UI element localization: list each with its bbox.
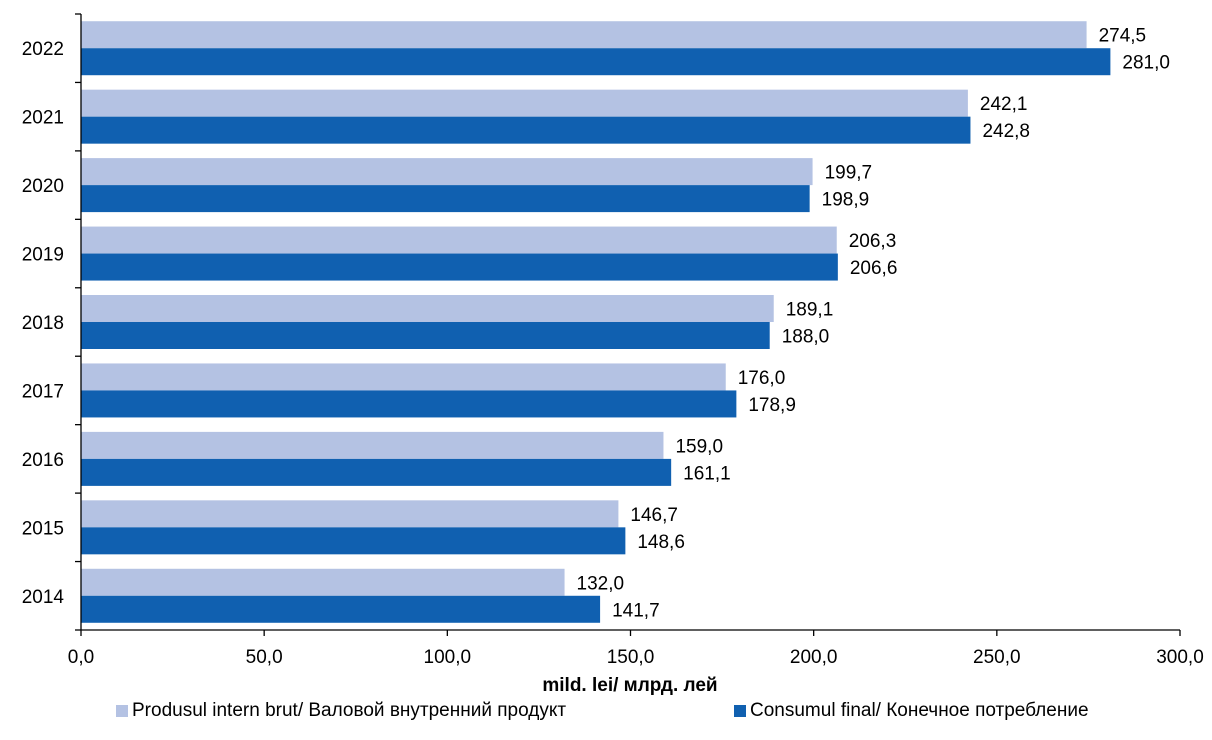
bars-group xyxy=(81,21,1111,623)
data-label-final-consumption-2018: 188,0 xyxy=(782,327,830,348)
legend-swatch-gdp xyxy=(116,705,128,717)
data-label-gdp-2016: 159,0 xyxy=(675,436,723,457)
bar-gdp-2015 xyxy=(81,500,619,528)
bar-gdp-2021 xyxy=(81,89,968,117)
x-tick-label-0: 0,0 xyxy=(68,647,94,668)
bar-final-consumption-2022 xyxy=(81,48,1111,76)
bar-final-consumption-2017 xyxy=(81,390,737,418)
data-label-final-consumption-2021: 242,8 xyxy=(982,121,1030,142)
x-tick-label-200: 200,0 xyxy=(790,647,838,668)
data-label-final-consumption-2020: 198,9 xyxy=(822,190,870,211)
data-label-final-consumption-2016: 161,1 xyxy=(683,463,731,484)
legend-label-gdp: Produsul intern brut/ Валовой внутренний… xyxy=(132,700,567,721)
data-label-gdp-2022: 274,5 xyxy=(1099,26,1147,47)
bar-final-consumption-2021 xyxy=(81,116,971,144)
y-tick-label-2014: 2014 xyxy=(22,587,65,608)
bar-gdp-2020 xyxy=(81,158,813,186)
data-labels-group: 132,0 141,7 146,7 148,6 159,0 161,1 176,0 178,9… xyxy=(577,26,1170,622)
data-label-gdp-2017: 176,0 xyxy=(738,368,786,389)
data-label-gdp-2020: 199,7 xyxy=(825,163,873,184)
bar-final-consumption-2019 xyxy=(81,253,838,281)
bar-final-consumption-2020 xyxy=(81,185,810,213)
y-tick-label-2015: 2015 xyxy=(22,518,64,539)
data-label-gdp-2014: 132,0 xyxy=(577,573,625,594)
x-tick-label-250: 250,0 xyxy=(973,647,1021,668)
data-label-gdp-2015: 146,7 xyxy=(630,505,678,526)
data-label-final-consumption-2017: 178,9 xyxy=(748,395,796,416)
y-tick-label-2017: 2017 xyxy=(22,381,64,402)
bar-gdp-2016 xyxy=(81,431,664,459)
y-tick-label-2019: 2019 xyxy=(22,245,64,266)
data-label-gdp-2018: 189,1 xyxy=(786,300,834,321)
legend: Produsul intern brut/ Валовой внутренний… xyxy=(0,700,1212,734)
legend-item-gdp: Produsul intern brut/ Валовой внутренний… xyxy=(116,700,566,722)
y-tick-label-2016: 2016 xyxy=(22,450,64,471)
data-label-gdp-2021: 242,1 xyxy=(980,94,1028,115)
x-tick-label-50: 50,0 xyxy=(246,647,283,668)
data-label-final-consumption-2022: 281,0 xyxy=(1122,53,1170,74)
bar-gdp-2017 xyxy=(81,363,726,391)
data-label-final-consumption-2019: 206,6 xyxy=(850,258,898,279)
data-label-final-consumption-2015: 148,6 xyxy=(637,532,685,553)
bar-gdp-2019 xyxy=(81,226,837,254)
data-label-final-consumption-2014: 141,7 xyxy=(612,600,660,621)
bar-chart: 2014 2015 2016 2017 2018 2019 2020 2021 2022 0,0 5… xyxy=(22,13,1204,696)
x-axis-label: mild. lei/ млрд. лей xyxy=(542,675,717,696)
axes-group: 2014 2015 2016 2017 2018 2019 2020 2021 2022 0,0 5… xyxy=(22,13,1204,668)
y-tick-label-2021: 2021 xyxy=(22,108,64,129)
y-tick-label-2022: 2022 xyxy=(22,39,64,60)
bar-final-consumption-2018 xyxy=(81,322,770,349)
x-tick-label-150: 150,0 xyxy=(607,647,655,668)
bar-gdp-2022 xyxy=(81,21,1087,49)
bar-gdp-2014 xyxy=(81,568,565,596)
bar-final-consumption-2015 xyxy=(81,527,626,555)
bar-final-consumption-2016 xyxy=(81,458,672,486)
legend-item-final-consumption: Consumul final/ Конечное потребление xyxy=(734,700,1089,722)
legend-swatch-final-consumption xyxy=(734,705,746,717)
y-tick-label-2020: 2020 xyxy=(22,176,64,197)
legend-label-final-consumption: Consumul final/ Конечное потребление xyxy=(750,700,1089,721)
x-tick-label-300: 300,0 xyxy=(1156,647,1204,668)
data-label-gdp-2019: 206,3 xyxy=(849,231,897,252)
bar-final-consumption-2014 xyxy=(81,595,601,623)
x-tick-label-100: 100,0 xyxy=(424,647,472,668)
y-tick-label-2018: 2018 xyxy=(22,313,64,334)
bar-gdp-2018 xyxy=(81,295,774,322)
